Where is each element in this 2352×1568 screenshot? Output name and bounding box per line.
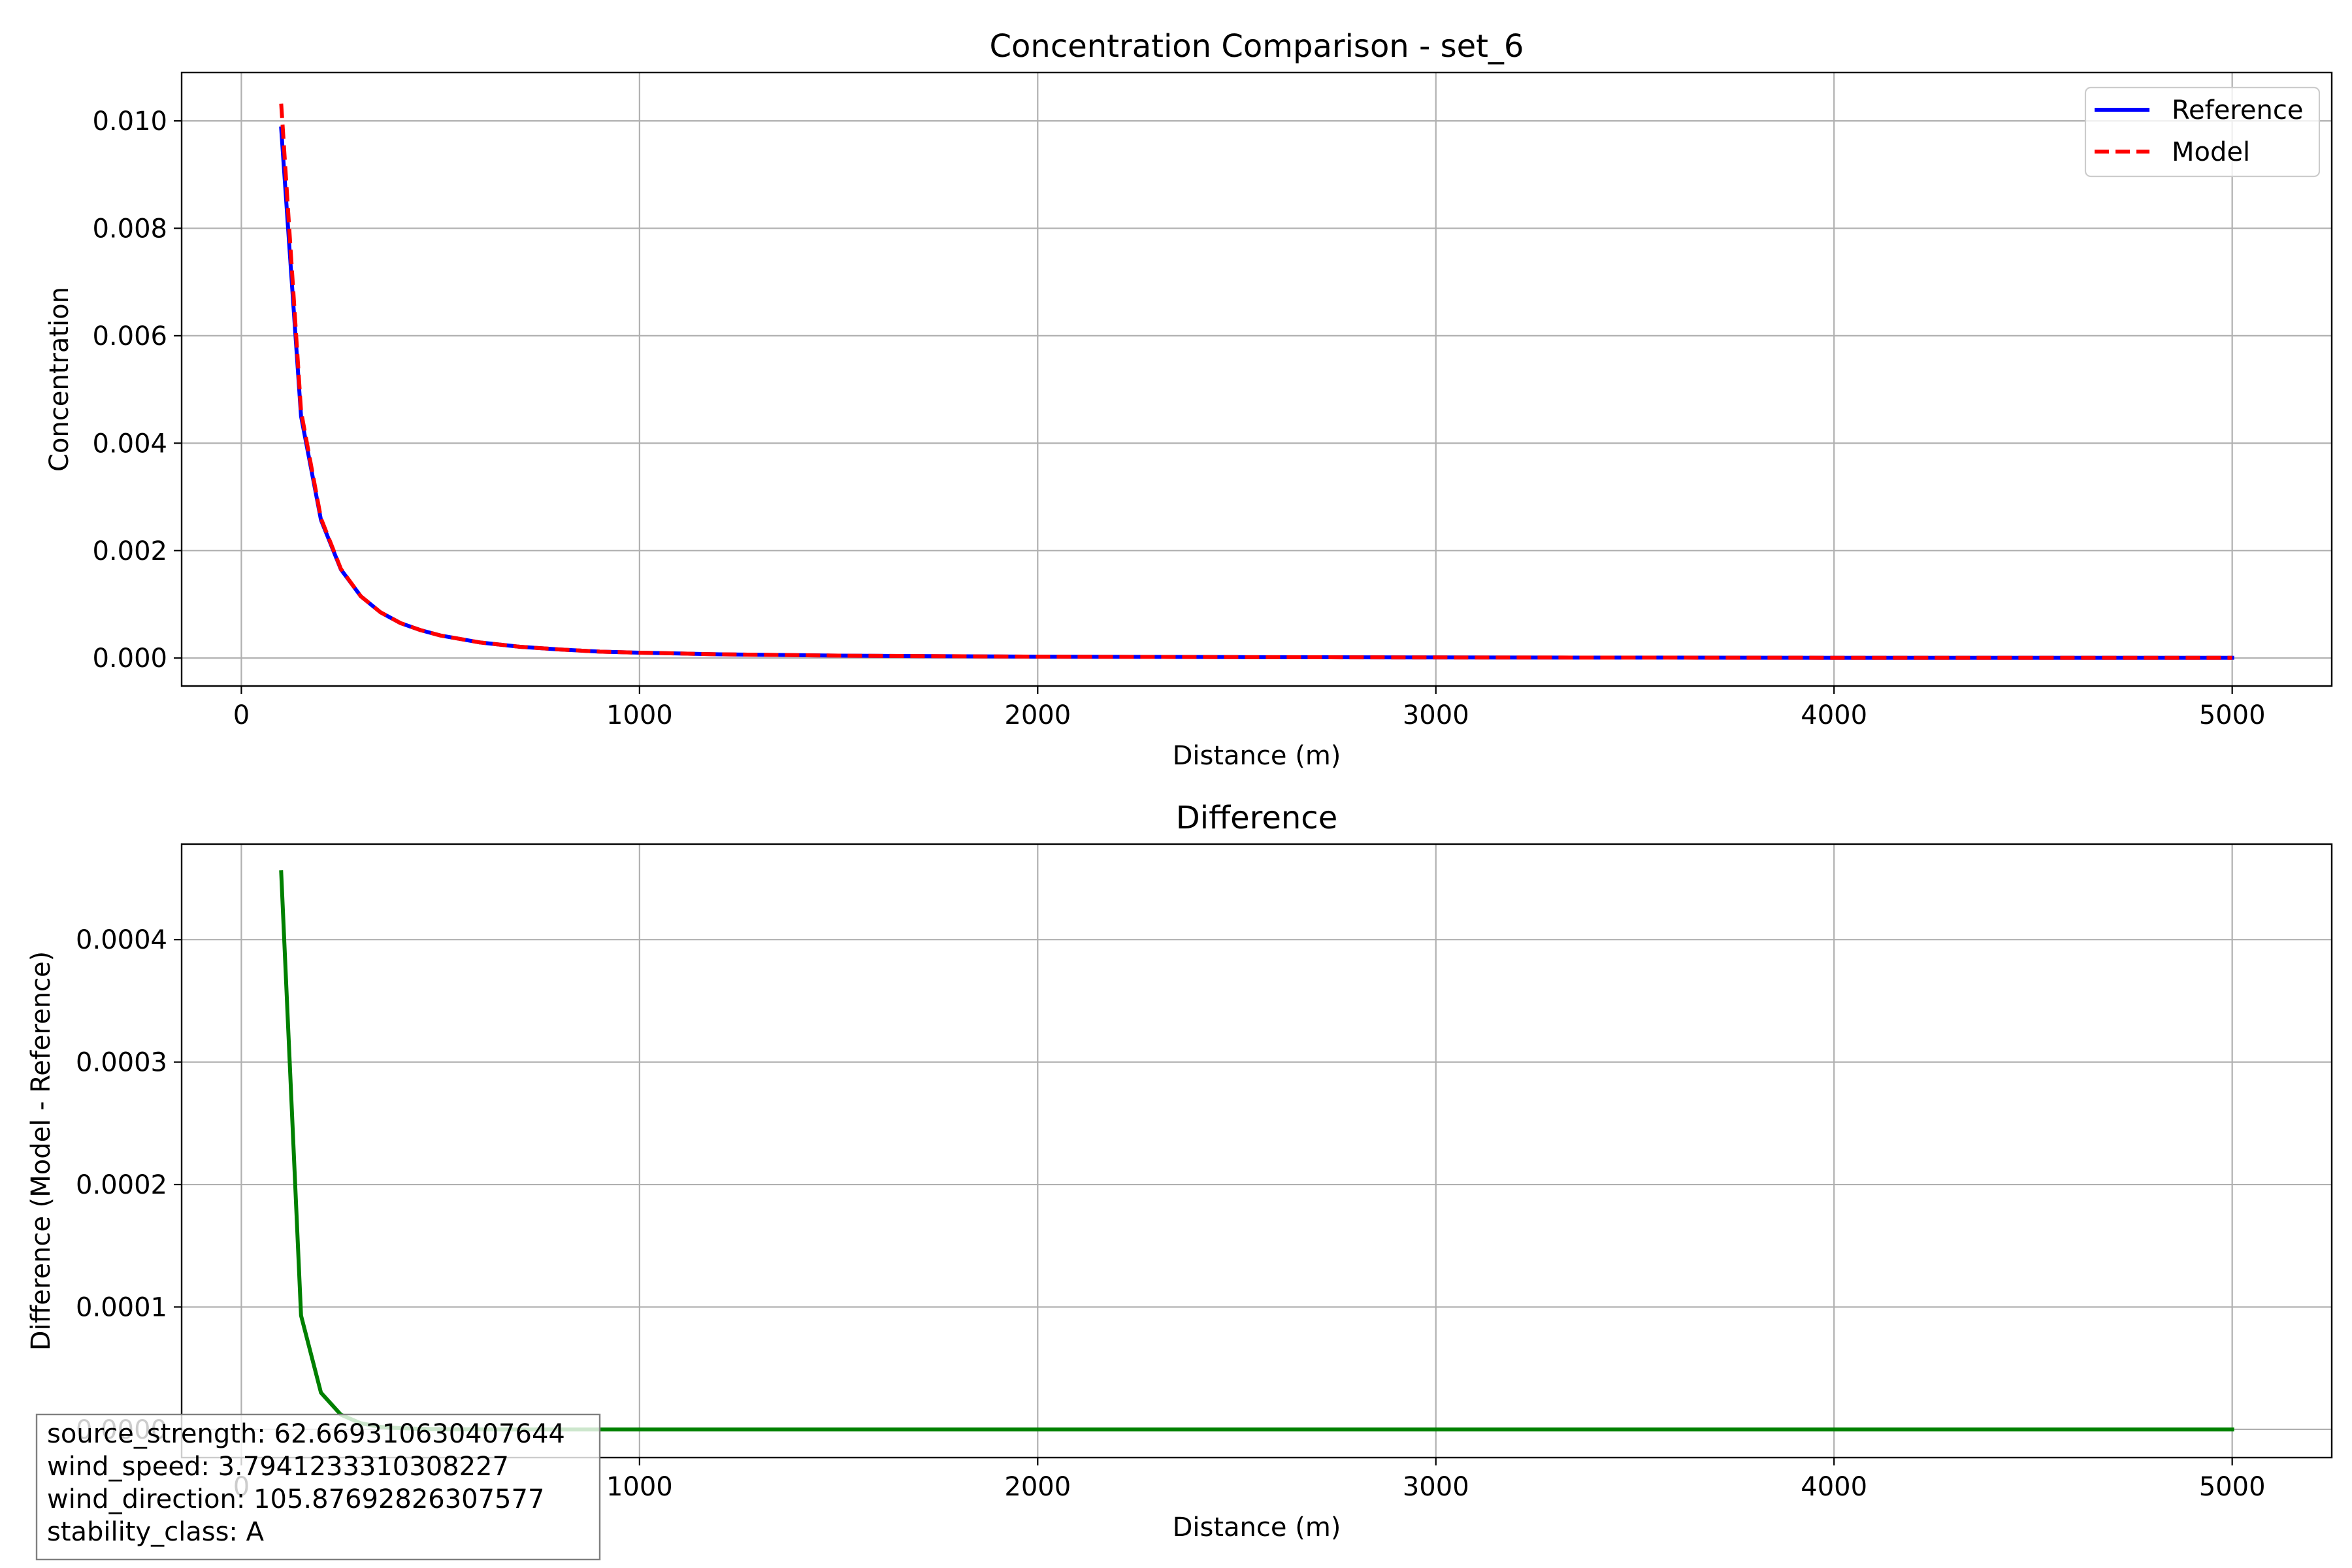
chart-title: Concentration Comparison - set_6: [990, 28, 1524, 65]
x-tick-label: 2000: [1004, 700, 1071, 730]
x-axis-label: Distance (m): [1173, 1512, 1341, 1543]
y-tick-label: 0.0002: [76, 1170, 167, 1200]
annotation-line: source_strength: 62.669310630407644: [47, 1419, 565, 1449]
series-line-model: [279, 103, 2232, 660]
y-tick-label: 0.010: [92, 106, 167, 137]
x-tick-label: 3000: [1403, 1472, 1469, 1502]
y-tick-label: 0.0003: [76, 1048, 167, 1078]
y-tick-label: 0.002: [92, 536, 167, 566]
legend: Reference Model: [2084, 86, 2321, 178]
parameter-annotation: source_strength: 62.669310630407644wind_…: [35, 1413, 601, 1561]
annotation-box: [35, 1413, 601, 1561]
y-tick-label: 0.006: [92, 321, 167, 351]
y-tick-label: 0.0001: [76, 1292, 167, 1322]
x-tick-label: 1000: [606, 700, 673, 730]
x-tick-label: 3000: [1403, 700, 1469, 730]
x-tick-label: 4000: [1801, 1472, 1867, 1502]
y-tick-label: 0.004: [92, 429, 167, 459]
legend-label-model: Model: [2172, 137, 2250, 167]
x-axis-label: Distance (m): [1173, 741, 1341, 771]
x-tick-label: 2000: [1004, 1472, 1071, 1502]
annotation-line: wind_direction: 105.87692826307577: [47, 1484, 544, 1514]
legend-label-reference: Reference: [2172, 95, 2303, 125]
x-tick-label: 4000: [1801, 700, 1867, 730]
x-tick-label: 5000: [2199, 1472, 2266, 1502]
annotation-line: wind_speed: 3.7941233310308227: [47, 1452, 509, 1482]
x-tick-label: 1000: [606, 1472, 673, 1502]
y-tick-label: 0.008: [92, 214, 167, 244]
annotation-line: stability_class: A: [47, 1517, 265, 1547]
x-tick-label: 0: [233, 700, 250, 730]
axes-frame: [180, 843, 2333, 1459]
y-tick-label: 0.0004: [76, 925, 167, 955]
x-tick-label: 5000: [2199, 700, 2266, 730]
y-axis-label: Concentration: [44, 287, 74, 472]
axes-frame: [180, 71, 2333, 687]
y-tick-label: 0.000: [92, 644, 167, 674]
chart-title: Difference: [1176, 800, 1337, 836]
y-axis-label: Difference (Model - Reference): [26, 951, 56, 1351]
